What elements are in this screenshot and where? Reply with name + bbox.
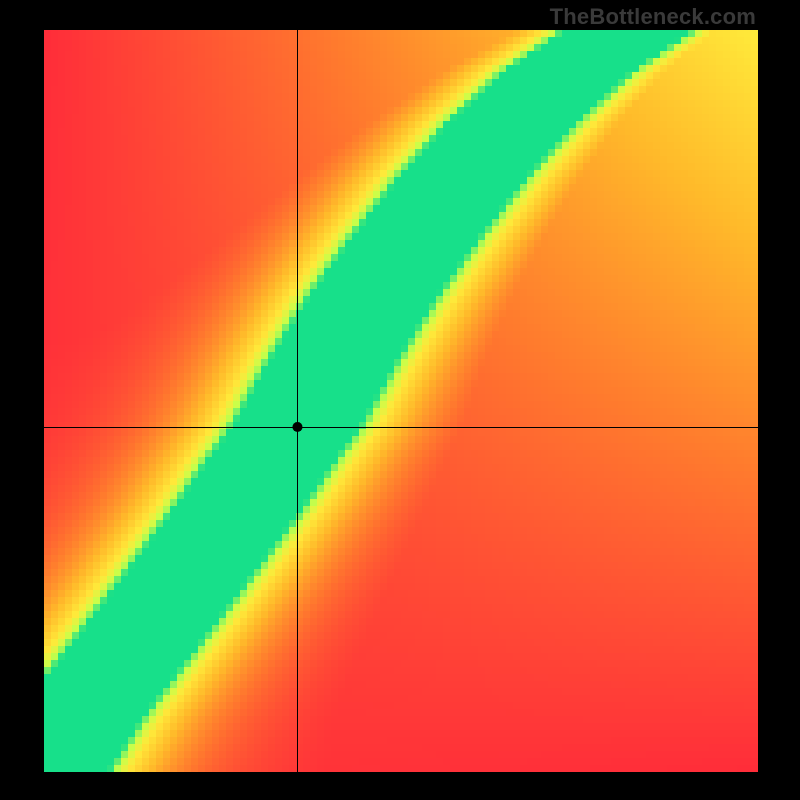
heatmap-canvas [0,0,800,800]
watermark-text: TheBottleneck.com [550,4,756,30]
bottleneck-heatmap-stage: TheBottleneck.com [0,0,800,800]
